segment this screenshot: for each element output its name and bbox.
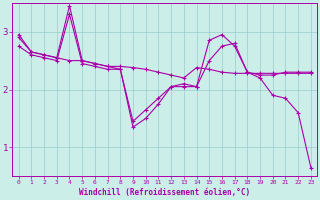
X-axis label: Windchill (Refroidissement éolien,°C): Windchill (Refroidissement éolien,°C) <box>79 188 250 197</box>
